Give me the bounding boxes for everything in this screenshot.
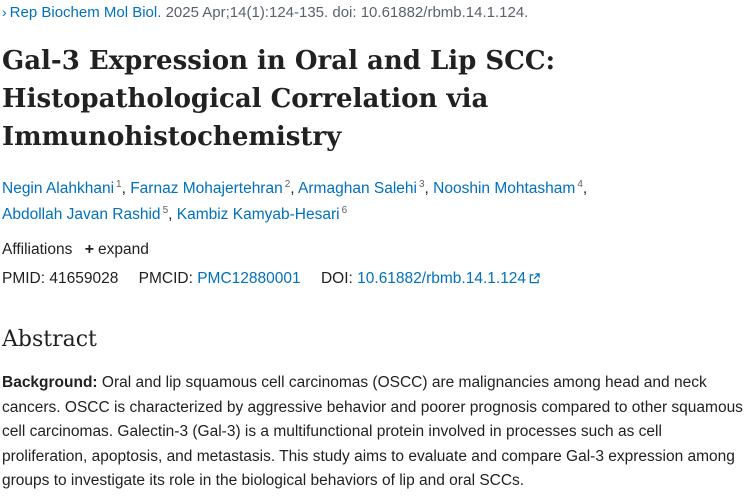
affiliation-ref[interactable]: 5 (162, 205, 169, 216)
affiliations-row: Affiliations + expand (2, 241, 149, 259)
journal-link[interactable]: Rep Biochem Mol Biol. (9, 4, 162, 21)
doi-link[interactable]: 10.61882/rbmb.14.1.124 (357, 270, 540, 287)
affiliation-ref[interactable]: 4 (577, 179, 583, 190)
affiliations-label: Affiliations (2, 241, 73, 258)
background-label: Background: (2, 374, 98, 391)
affiliation-ref[interactable]: 3 (418, 179, 425, 190)
author-link[interactable]: Nooshin Mohtasham (433, 180, 576, 197)
author-link[interactable]: Negin Alahkhani (2, 180, 115, 197)
author-link[interactable]: Abdollah Javan Rashid (2, 206, 161, 223)
author-list: Negin Alahkhani 1, Farnaz Mohajertehran 2,… (2, 179, 588, 224)
pmid-value: 41659028 (49, 270, 119, 287)
abstract-heading: Abstract (2, 327, 97, 352)
pmcid-label: PMCID: (138, 270, 193, 287)
plus-icon: + (84, 241, 95, 258)
identifiers-row: PMID: 41659028 PMCID: PMC12880001 DOI: 1… (2, 270, 556, 288)
pmcid-link[interactable]: PMC12880001 (197, 270, 301, 287)
affiliations-expand-button[interactable]: + expand (85, 241, 149, 258)
article-title: Gal-3 Expression in Oral and Lip SCC: Hi… (2, 46, 556, 152)
affiliation-ref[interactable]: 1 (116, 179, 122, 190)
pmid-label: PMID: (2, 270, 46, 287)
external-link-icon (529, 273, 540, 284)
doi-label: DOI: (320, 270, 353, 287)
expand-label: expand (98, 241, 149, 258)
background-text: Oral and lip squamous cell carcinomas (O… (2, 374, 743, 489)
affiliation-ref[interactable]: 6 (341, 205, 348, 216)
author-link[interactable]: Armaghan Salehi (298, 180, 417, 197)
abstract-background: Background: Oral and lip squamous cell c… (2, 371, 747, 494)
doi-value: 10.61882/rbmb.14.1.124 (357, 270, 527, 287)
citation-text: 2025 Apr;14(1):124-135. doi: 10.61882/rb… (161, 4, 529, 21)
chevron-right-icon: › (2, 4, 7, 20)
author-link[interactable]: Kambiz Kamyab-Hesari (176, 206, 340, 223)
journal-citation: › Rep Biochem Mol Biol. 2025 Apr;14(1):12… (2, 4, 528, 21)
author-link[interactable]: Farnaz Mohajertehran (130, 180, 283, 197)
affiliation-ref[interactable]: 2 (284, 179, 291, 190)
